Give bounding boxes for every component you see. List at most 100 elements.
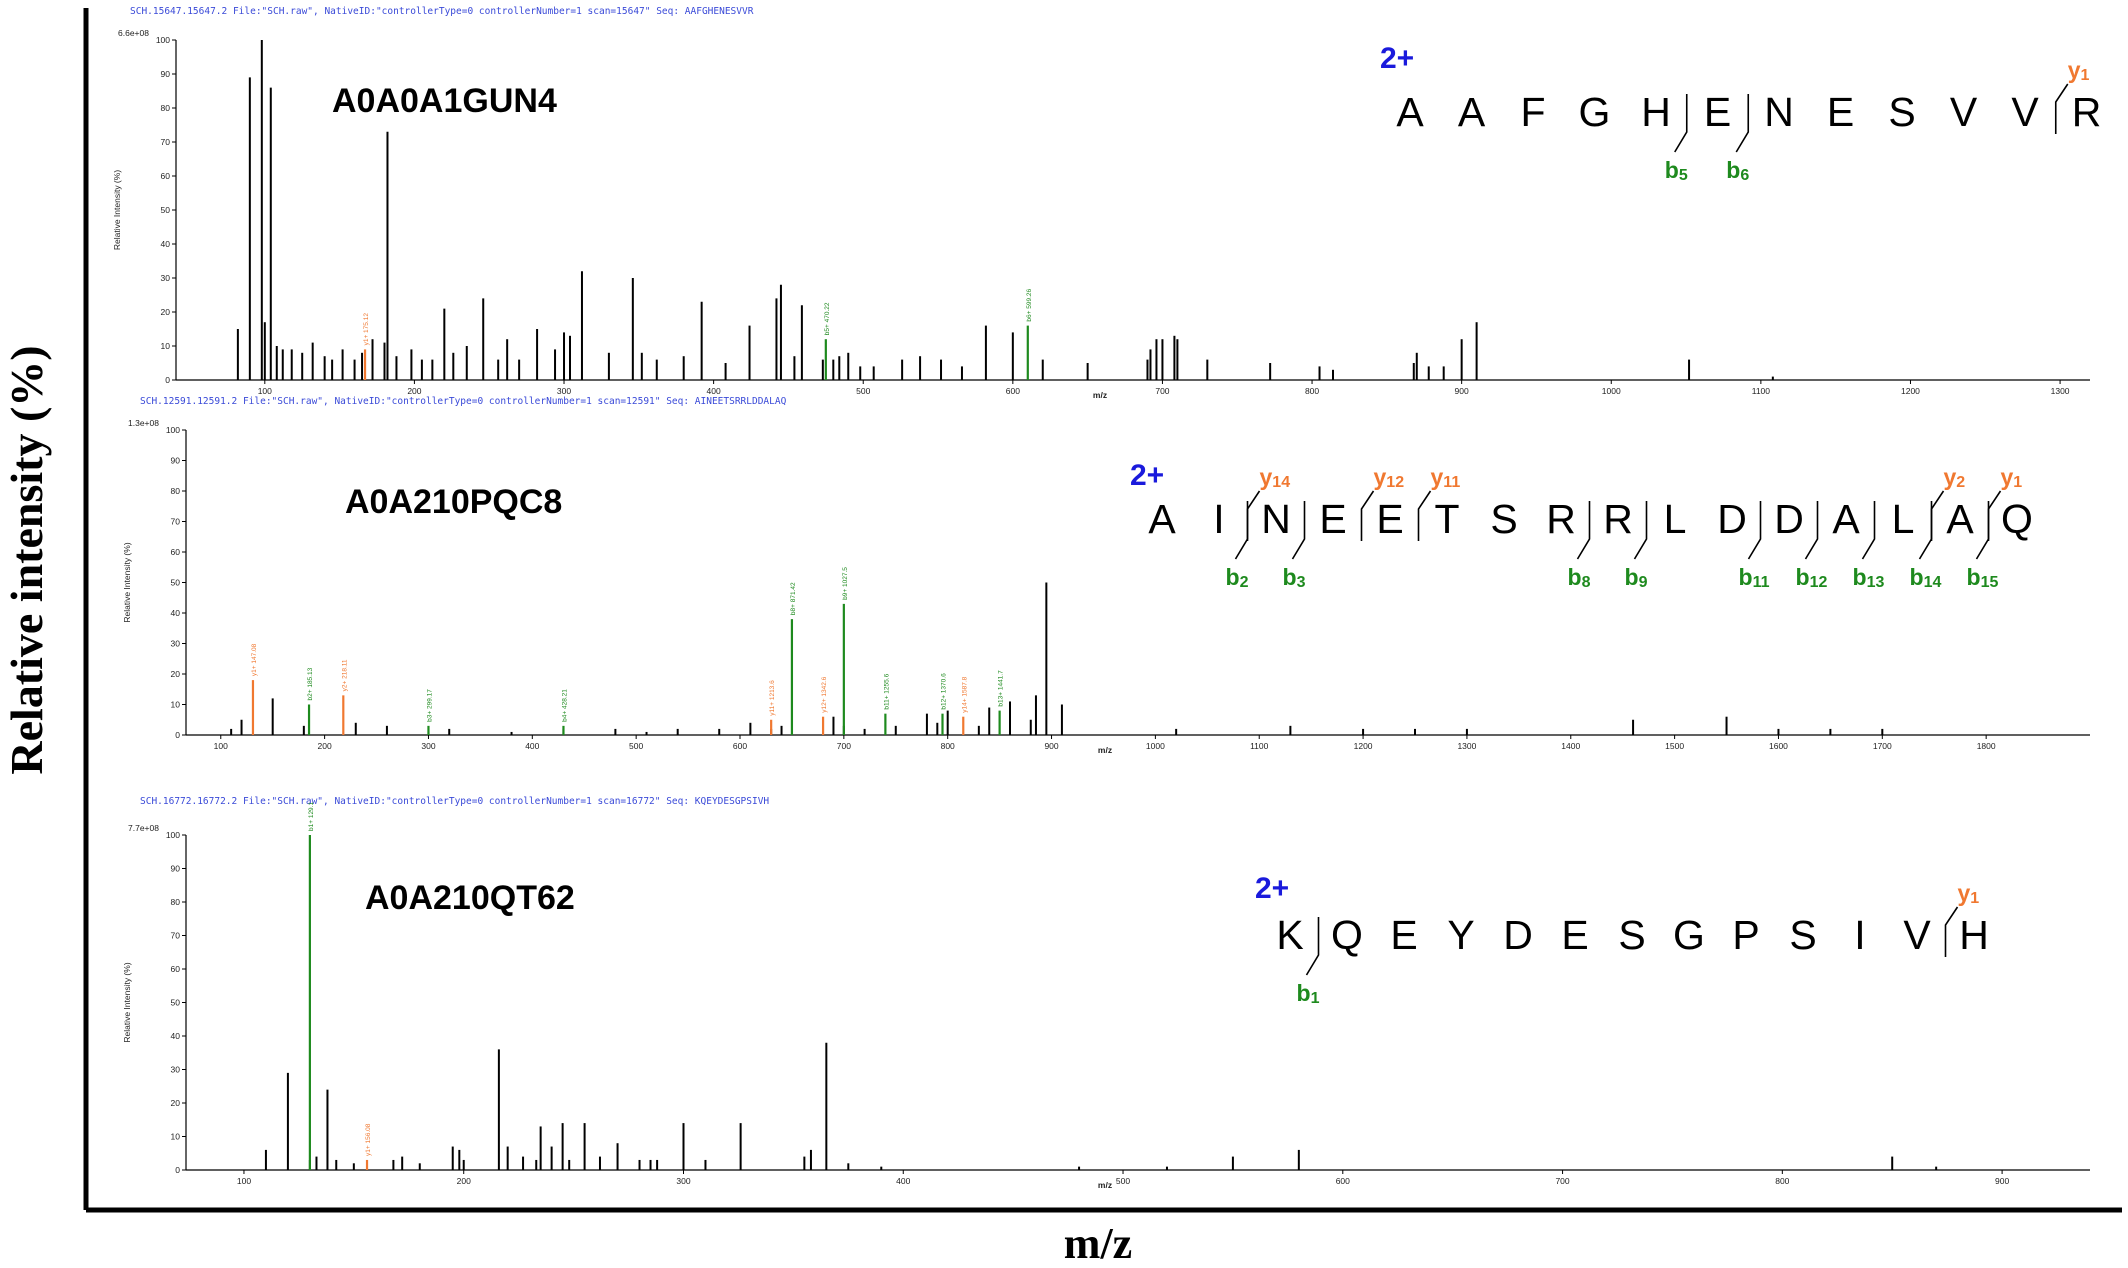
x-tick-label: 400 bbox=[707, 386, 721, 396]
x-tick-label: 1500 bbox=[1665, 741, 1684, 751]
x-tick-label: 700 bbox=[1155, 386, 1169, 396]
x-tick-label: 1700 bbox=[1873, 741, 1892, 751]
b-ion-bracket bbox=[1305, 917, 1320, 976]
x-tick-label: 900 bbox=[1044, 741, 1058, 751]
inner-x-axis-label: m/z bbox=[1093, 390, 1107, 400]
x-tick-label: 400 bbox=[896, 1176, 910, 1186]
b-ion-label: b14 bbox=[1910, 564, 1942, 591]
x-tick-label: 700 bbox=[1555, 1176, 1569, 1186]
sequence-residue: F bbox=[1520, 89, 1545, 135]
y-tick-label: 90 bbox=[161, 69, 171, 79]
sequence-residue: R bbox=[1546, 496, 1576, 542]
sequence-residue: A bbox=[1946, 496, 1974, 542]
sequence-residue: E bbox=[1704, 89, 1731, 135]
y-ion-bracket bbox=[1987, 490, 2002, 541]
y-tick-label: 0 bbox=[175, 730, 180, 740]
x-tick-label: 300 bbox=[676, 1176, 690, 1186]
y-tick-label: 30 bbox=[171, 1065, 181, 1075]
y-ion-label: y11 bbox=[1431, 464, 1461, 491]
y-tick-label: 60 bbox=[161, 171, 171, 181]
y-ion-bracket bbox=[2054, 83, 2069, 134]
annotated-peak-label: y14+ 1587.8 bbox=[961, 676, 968, 712]
x-tick-label: 500 bbox=[856, 386, 870, 396]
b-ion-label: b13 bbox=[1853, 564, 1885, 591]
x-tick-label: 900 bbox=[1455, 386, 1469, 396]
b-ion-bracket bbox=[1633, 501, 1648, 560]
x-tick-label: 1000 bbox=[1146, 741, 1165, 751]
b-ion-bracket bbox=[1735, 94, 1750, 153]
y-tick-label: 10 bbox=[161, 341, 171, 351]
x-tick-label: 200 bbox=[318, 741, 332, 751]
spectrum-panel: SCH.15647.15647.2 File:"SCH.raw", Native… bbox=[112, 6, 2101, 400]
y-tick-label: 70 bbox=[171, 931, 181, 941]
sequence-residue: Q bbox=[1331, 912, 1363, 958]
sequence-residue: V bbox=[1950, 89, 1978, 135]
annotated-peak-label: b13+ 1441.7 bbox=[998, 670, 1005, 707]
x-tick-label: 800 bbox=[1775, 1176, 1789, 1186]
x-tick-label: 700 bbox=[837, 741, 851, 751]
sequence-residue: R bbox=[1603, 496, 1633, 542]
sequence-residue: I bbox=[1854, 912, 1865, 958]
sequence-residue: P bbox=[1732, 912, 1759, 958]
x-tick-label: 1100 bbox=[1250, 741, 1269, 751]
y-ion-bracket bbox=[1944, 906, 1959, 957]
inner-y-axis-label: Relative Intensity (%) bbox=[122, 542, 132, 622]
y-tick-label: 80 bbox=[171, 486, 181, 496]
annotated-peak-label: y12+ 1342.6 bbox=[821, 676, 828, 712]
y-tick-label: 90 bbox=[171, 864, 181, 874]
sequence-residue: K bbox=[1276, 912, 1303, 958]
b-ion-bracket bbox=[1918, 501, 1933, 560]
sequence-residue: A bbox=[1458, 89, 1486, 135]
y-tick-label: 100 bbox=[156, 35, 170, 45]
b-ion-label: b9 bbox=[1625, 564, 1648, 591]
y-ion-label: y12 bbox=[1374, 464, 1405, 491]
x-tick-label: 1300 bbox=[2051, 386, 2070, 396]
y-tick-label: 100 bbox=[166, 425, 180, 435]
y-tick-label: 60 bbox=[171, 964, 181, 974]
b-ion-label: b2 bbox=[1226, 564, 1249, 591]
y-tick-label: 20 bbox=[171, 669, 181, 679]
y-tick-label: 70 bbox=[171, 517, 181, 527]
b-ion-label: b8 bbox=[1568, 564, 1591, 591]
sequence-residue: A bbox=[1148, 496, 1176, 542]
b-ion-bracket bbox=[1234, 501, 1249, 560]
y-tick-label: 80 bbox=[171, 897, 181, 907]
sequence-residue: I bbox=[1213, 496, 1224, 542]
inner-y-axis-label: Relative Intensity (%) bbox=[122, 962, 132, 1042]
x-tick-label: 200 bbox=[407, 386, 421, 396]
sequence-residue: Q bbox=[2001, 496, 2033, 542]
inner-x-axis-label: m/z bbox=[1098, 1180, 1112, 1190]
b-ion-label: b5 bbox=[1665, 157, 1688, 184]
annotated-peak-label: y11+ 1213.6 bbox=[769, 680, 776, 716]
scan-header: SCH.12591.12591.2 File:"SCH.raw", Native… bbox=[140, 396, 787, 407]
inner-y-axis-label: Relative Intensity (%) bbox=[112, 170, 122, 250]
sequence-residue: D bbox=[1717, 496, 1747, 542]
x-tick-label: 800 bbox=[941, 741, 955, 751]
y-tick-label: 20 bbox=[171, 1098, 181, 1108]
sequence-residue: S bbox=[1888, 89, 1915, 135]
scan-header: SCH.15647.15647.2 File:"SCH.raw", Native… bbox=[130, 6, 754, 17]
sequence-residue: D bbox=[1774, 496, 1804, 542]
sequence-residue: N bbox=[1764, 89, 1794, 135]
x-tick-label: 600 bbox=[1336, 1176, 1350, 1186]
y-tick-label: 90 bbox=[171, 456, 181, 466]
outer-x-axis-title: m/z bbox=[1064, 1219, 1132, 1268]
x-tick-label: 1100 bbox=[1752, 386, 1771, 396]
sequence-residue: G bbox=[1673, 912, 1705, 958]
annotated-peak-label: b6+ 599.26 bbox=[1026, 289, 1033, 322]
y-tick-label: 0 bbox=[165, 375, 170, 385]
max-intensity-label: 1.3e+08 bbox=[128, 418, 159, 428]
spectrum-panels: SCH.15647.15647.2 File:"SCH.raw", Native… bbox=[112, 6, 2101, 1190]
sequence-residue: E bbox=[1561, 912, 1588, 958]
b-ion-label: b11 bbox=[1739, 564, 1770, 591]
sequence-residue: R bbox=[2072, 89, 2102, 135]
outer-y-axis-title: Relative intensity (%) bbox=[1, 345, 52, 774]
sequence-residue: N bbox=[1261, 496, 1291, 542]
annotated-peak-label: y1+ 156.08 bbox=[365, 1123, 372, 1156]
sequence-residue: G bbox=[1579, 89, 1611, 135]
sequence-residue: H bbox=[1959, 912, 1989, 958]
y-tick-label: 70 bbox=[161, 137, 171, 147]
sequence-residue: E bbox=[1319, 496, 1346, 542]
y-ion-bracket bbox=[1417, 490, 1432, 541]
charge-state: 2+ bbox=[1255, 872, 1289, 905]
